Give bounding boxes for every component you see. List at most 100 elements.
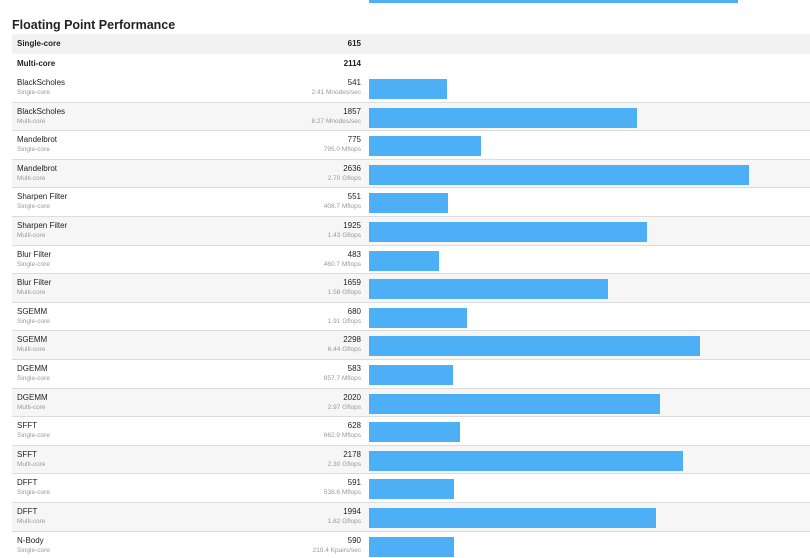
score-bar [369, 221, 647, 242]
summary-label: Single-core [17, 39, 61, 48]
benchmark-row: DGEMM Single-core 583 857.7 Mflops [12, 360, 810, 389]
benchmark-name: SGEMM [17, 335, 48, 345]
score-bar [369, 250, 439, 271]
benchmark-score: 2178 [343, 449, 361, 459]
benchmark-throughput: 1.82 Gflops [327, 517, 361, 525]
benchmark-throughput: 1.43 Gflops [327, 231, 361, 239]
benchmark-score: 591 [347, 478, 361, 488]
benchmark-throughput: 1.91 Gflops [327, 317, 361, 325]
benchmark-row: Mandelbrot Multi-core 2636 2.70 Gflops [12, 159, 810, 189]
benchmark-name: Sharpen Filter [17, 192, 68, 202]
benchmark-score: 541 [347, 78, 361, 87]
benchmark-throughput: 538.6 Mflops [323, 489, 361, 497]
benchmark-mode: Multi-core [17, 403, 46, 411]
benchmark-throughput: 662.9 Mflops [323, 432, 361, 440]
benchmark-score: 680 [347, 306, 361, 316]
score-bar [369, 422, 460, 443]
benchmark-mode: Multi-core [17, 117, 46, 125]
benchmark-score: 483 [347, 249, 361, 259]
benchmark-score: 775 [347, 135, 361, 145]
score-bar [369, 393, 660, 414]
benchmark-row: N-Body Single-core 590 219.4 Kpairs/sec [12, 532, 810, 558]
benchmark-row: DFFT Single-core 591 538.6 Mflops [12, 474, 810, 503]
benchmark-throughput: 1.58 Gflops [327, 289, 361, 297]
benchmark-score: 583 [347, 363, 361, 373]
benchmark-throughput: 857.7 Mflops [323, 374, 361, 382]
benchmark-score: 2298 [343, 335, 361, 345]
summary-label: Multi-core [17, 59, 56, 68]
benchmark-name: N-Body [17, 535, 44, 545]
benchmark-row: Mandelbrot Single-core 775 795.0 Mflops [12, 131, 810, 160]
benchmark-score: 1994 [343, 506, 361, 516]
benchmark-row: DGEMM Multi-core 2020 2.97 Gflops [12, 388, 810, 418]
score-bar [369, 307, 467, 328]
benchmark-score: 1857 [343, 106, 361, 116]
benchmark-mode: Single-core [17, 146, 50, 154]
benchmark-name: Sharpen Filter [17, 220, 68, 230]
benchmark-throughput: 460.7 Mflops [323, 260, 361, 268]
score-bar [369, 79, 447, 99]
score-bar [369, 450, 683, 471]
score-bar [369, 136, 481, 157]
benchmark-score: 590 [347, 535, 361, 545]
summary-score: 2114 [343, 59, 361, 68]
benchmark-row: Sharpen Filter Single-core 551 408.7 Mflops [12, 188, 810, 217]
benchmark-mode: Single-core [17, 89, 50, 96]
benchmark-throughput: 219.4 Kpairs/sec [312, 546, 361, 554]
summary-row-single-core: Single-core 615 [12, 34, 810, 54]
benchmark-mode: Single-core [17, 203, 50, 211]
score-bar [369, 193, 448, 214]
benchmark-score: 2636 [343, 163, 361, 173]
score-bar [369, 479, 454, 500]
section-title: Floating Point Performance [12, 18, 176, 32]
benchmark-name: Mandelbrot [17, 163, 58, 173]
score-bar [369, 507, 656, 528]
benchmark-row: SGEMM Multi-core 2298 6.44 Gflops [12, 331, 810, 360]
benchmark-throughput: 8.27 Mnodes/sec [311, 117, 361, 125]
benchmark-mode: Single-core [17, 260, 50, 268]
benchmark-name: DGEMM [17, 392, 48, 402]
benchmark-mode: Multi-core [17, 174, 46, 182]
summary-score: 615 [347, 39, 361, 48]
benchmark-name: Blur Filter [17, 278, 52, 288]
benchmark-throughput: 2.97 Gflops [327, 403, 361, 411]
benchmark-throughput: 795.0 Mflops [323, 146, 361, 154]
benchmark-name: DFFT [17, 506, 38, 516]
benchmark-name: DFFT [17, 478, 38, 488]
benchmark-name: SFFT [17, 421, 37, 431]
benchmark-name: SGEMM [17, 306, 48, 316]
benchmark-mode: Multi-core [17, 517, 46, 525]
benchmark-name: BlackScholes [17, 78, 66, 87]
benchmark-throughput: 2.30 Gflops [327, 460, 361, 468]
score-bar [369, 164, 749, 185]
benchmark-row: SGEMM Single-core 680 1.91 Gflops [12, 303, 810, 332]
benchmark-score: 1659 [343, 278, 361, 288]
benchmark-mode: Single-core [17, 432, 50, 440]
benchmark-throughput: 2.41 Mnodes/sec [311, 89, 361, 96]
benchmark-score: 551 [347, 192, 361, 202]
benchmark-throughput: 408.7 Mflops [323, 203, 361, 211]
benchmark-row: BlackScholes Single-core 541 2.41 Mnodes/se… [12, 74, 810, 103]
summary-row-multi-core: Multi-core 2114 [12, 54, 810, 74]
benchmark-row: Blur Filter Multi-core 1659 1.58 Gflops [12, 274, 810, 303]
benchmark-row: SFFT Single-core 628 662.9 Mflops [12, 417, 810, 446]
benchmark-mode: Single-core [17, 317, 50, 325]
benchmark-name: BlackScholes [17, 106, 66, 116]
benchmark-name: DGEMM [17, 363, 48, 373]
score-bar [369, 336, 700, 357]
benchmark-score: 1925 [343, 220, 361, 230]
benchmark-row: SFFT Multi-core 2178 2.30 Gflops [12, 445, 810, 475]
benchmark-mode: Single-core [17, 546, 50, 554]
previous-section-bar [369, 0, 738, 3]
benchmark-row: Sharpen Filter Multi-core 1925 1.43 Gflops [12, 216, 810, 246]
score-bar [369, 107, 637, 128]
benchmark-row: BlackScholes Multi-core 1857 8.27 Mnodes/se… [12, 102, 810, 132]
benchmark-row: DFFT Multi-core 1994 1.82 Gflops [12, 502, 810, 532]
benchmark-name: Blur Filter [17, 249, 52, 259]
benchmark-row: Blur Filter Single-core 483 460.7 Mflops [12, 246, 810, 275]
benchmark-mode: Multi-core [17, 231, 46, 239]
benchmark-score: 2020 [343, 392, 361, 402]
benchmark-mode: Single-core [17, 489, 50, 497]
benchmark-mode: Multi-core [17, 289, 46, 297]
